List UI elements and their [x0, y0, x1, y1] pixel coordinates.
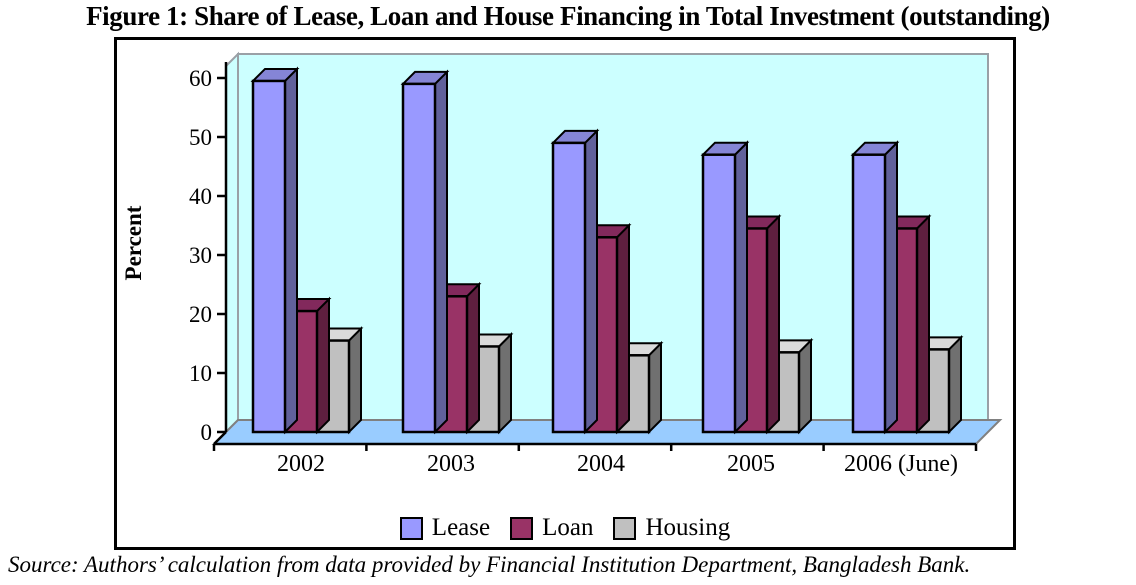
legend-item-loan: Loan: [510, 514, 593, 542]
x-tick-label: 2004: [577, 451, 625, 477]
bar-lease-2006June: [850, 140, 900, 435]
bar-lease-2002: [250, 66, 300, 435]
bar-lease-2004: [550, 128, 600, 435]
legend-swatch: [613, 516, 637, 540]
y-tick-label: 20: [189, 302, 212, 327]
bar-lease-2005: [700, 140, 750, 435]
legend-item-housing: Housing: [613, 514, 730, 542]
y-tick-label: 0: [201, 420, 213, 445]
x-tick-label: 2006 (June): [844, 451, 958, 477]
legend-label: Loan: [542, 514, 594, 541]
figure-title: Figure 1: Share of Lease, Loan and House…: [86, 1, 1050, 31]
x-tick-label: 2005: [727, 451, 775, 477]
legend-swatch: [510, 516, 534, 540]
chart-legend: Lease Loan Housing: [117, 514, 1013, 542]
chart-frame: 0 10 20 30 40 50 60 Percent 2002 2003 2004 2005 2006…: [114, 37, 1016, 550]
x-tick-label: 2002: [277, 451, 325, 477]
bars: [250, 66, 964, 435]
plot-left-wall: [225, 51, 239, 435]
y-axis: 0 10 20 30 40 50 60: [189, 62, 228, 445]
y-tick-label: 60: [189, 66, 212, 91]
legend-label: Lease: [431, 514, 491, 541]
source-note: Source: Authors’ calculation from data p…: [8, 552, 971, 577]
legend-swatch: [399, 516, 423, 540]
legend-item-lease: Lease: [399, 514, 491, 542]
chart-canvas: 0 10 20 30 40 50 60 Percent 2002 2003 2004 2005 2006…: [121, 51, 1003, 477]
y-tick-label: 40: [189, 184, 212, 209]
y-tick-label: 30: [189, 243, 212, 268]
y-axis-title: Percent: [121, 205, 146, 280]
y-tick-label: 50: [189, 125, 212, 150]
x-axis: 2002 2003 2004 2005 2006 (June): [212, 442, 978, 477]
y-tick-label: 10: [189, 361, 212, 386]
bar-lease-2003: [400, 69, 450, 435]
x-tick-label: 2003: [427, 451, 475, 477]
legend-label: Housing: [645, 514, 731, 541]
